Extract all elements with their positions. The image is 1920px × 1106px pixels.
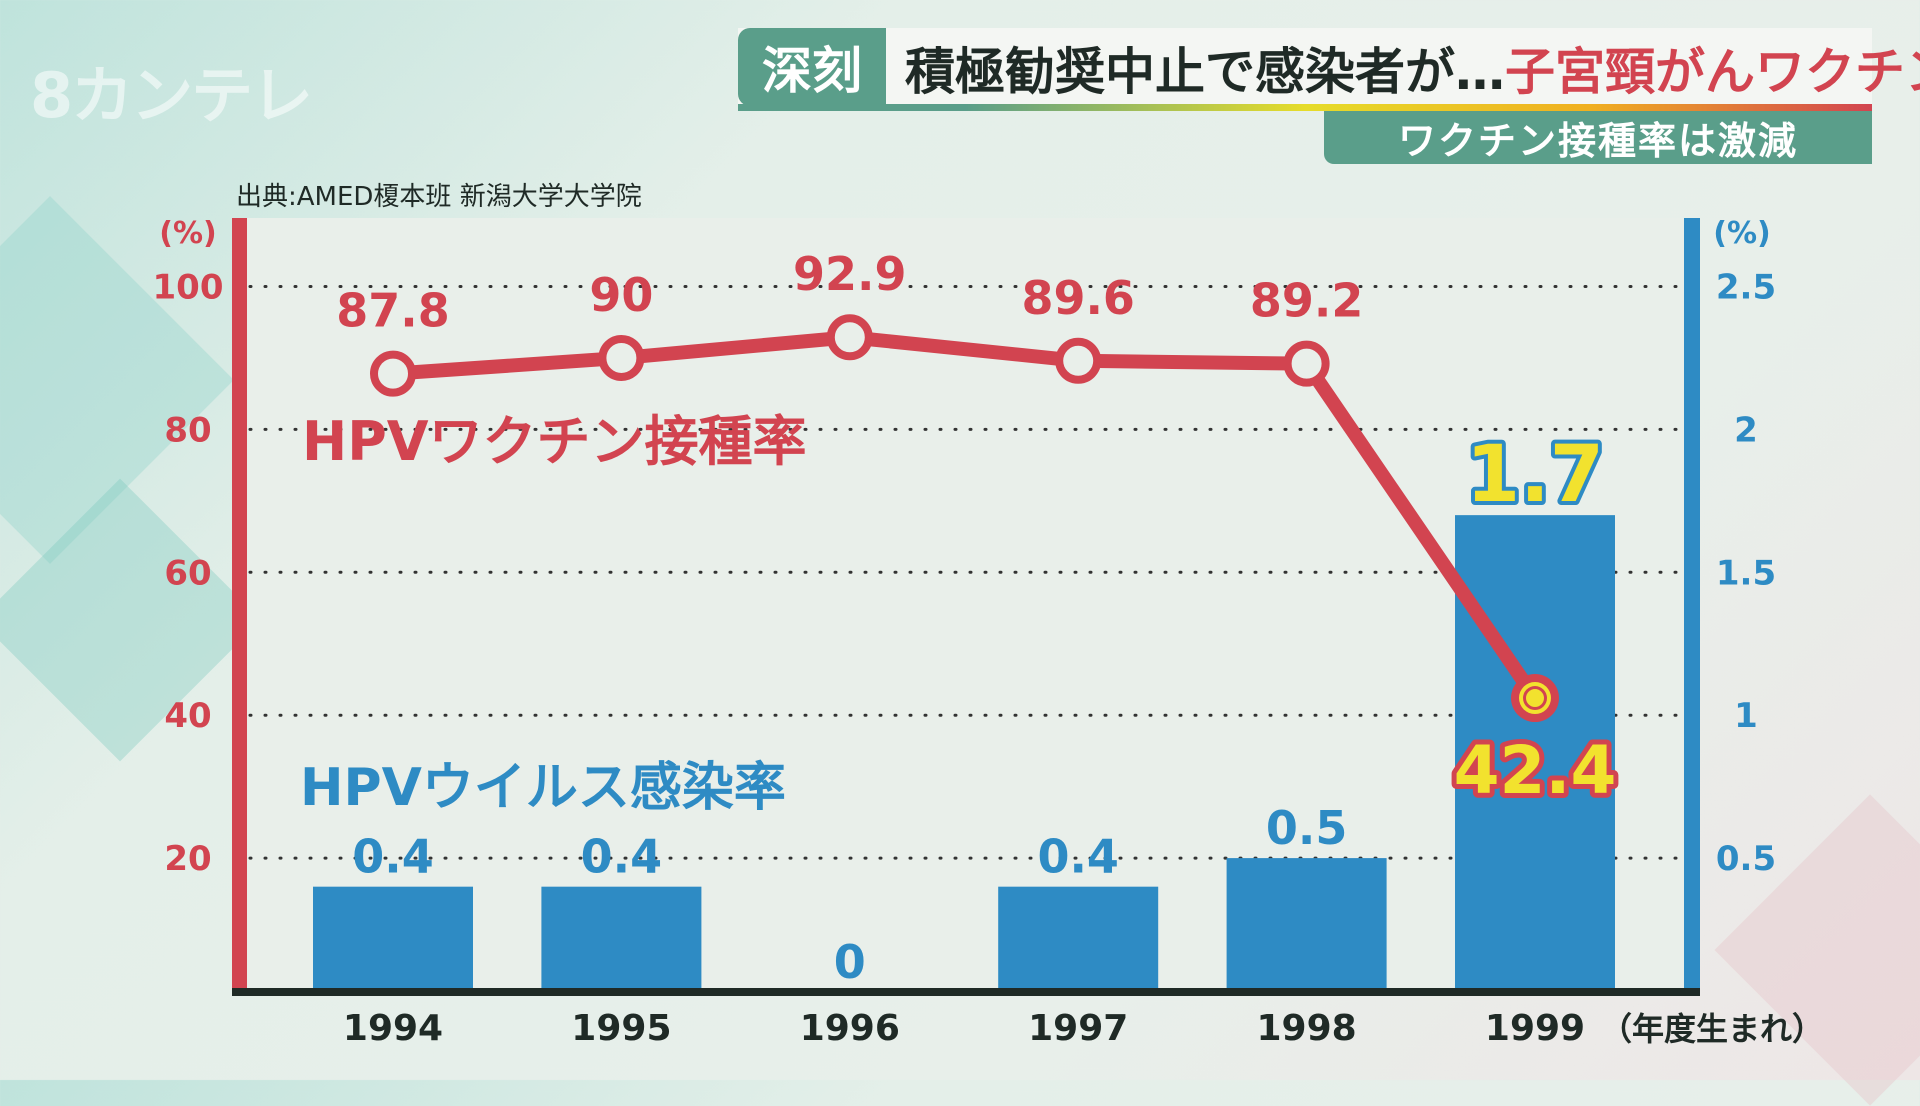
bar-value-label: 0.4 [1037, 830, 1119, 884]
line-point-1996 [826, 314, 873, 361]
headline-bar [738, 28, 1872, 106]
left-axis-line [232, 218, 247, 992]
x-tick-label: 1997 [1028, 1008, 1128, 1049]
line-point-1995 [598, 334, 645, 381]
bar-1998 [1226, 858, 1387, 990]
right-tick-label: 0.5 [1716, 839, 1776, 879]
left-tick-label: 80 [164, 410, 211, 450]
bar-1999 [1455, 515, 1615, 990]
left-tick-label: 40 [164, 696, 211, 736]
right-tick-label: 2.5 [1716, 268, 1776, 308]
bar-value-label: 1.7 [1466, 430, 1604, 520]
bar-value-label: 0.5 [1266, 801, 1348, 855]
x-tick-label: 1995 [571, 1008, 671, 1049]
right-tick-label: 1 [1734, 696, 1758, 736]
left-tick-label: 100 [153, 268, 224, 308]
source-credit: 出典:AMED榎本班 新潟大学大学院 [236, 182, 642, 212]
line-point-1994 [370, 350, 416, 397]
line-point-center [1526, 689, 1544, 708]
line-value-label: 89.2 [1250, 274, 1364, 328]
x-tick-label: 1999 [1485, 1008, 1585, 1049]
line-series-label: HPVワクチン接種率 [302, 410, 807, 473]
bar-1995 [541, 886, 702, 990]
headline: 積極勧奨中止で感染者が…子宮頸がんワクチン [905, 32, 1920, 104]
left-tick-label: 60 [164, 553, 211, 593]
x-tick-label: 1994 [343, 1008, 443, 1049]
right-axis-line [1684, 218, 1700, 992]
x-axis-suffix: （年度生まれ） [1600, 1010, 1824, 1048]
bar-value-label: 0.4 [581, 830, 663, 884]
headline-black: 積極勧奨中止で感染者が… [905, 43, 1505, 101]
x-axis-line [232, 988, 1700, 996]
right-tick-label: 1.5 [1716, 553, 1776, 593]
line-value-label: 87.8 [336, 284, 450, 338]
x-tick-label: 1998 [1256, 1008, 1356, 1049]
bar-value-label: 0 [834, 935, 866, 989]
bar-series-label: HPVウイルス感染率 [300, 758, 786, 818]
right-axis-unit: (%) [1713, 216, 1770, 251]
chart: 0.4 0.4 0 0.4 0.5 1.7 (%) (%) 20 40 60 80 100 0.5 1… [153, 216, 1825, 1049]
bar-1994 [313, 886, 473, 990]
line-point-1997 [1055, 337, 1102, 384]
x-tick-label: 1996 [800, 1008, 900, 1049]
subtitle: ワクチン接種率は激減 [1324, 111, 1872, 164]
line-value-label: 42.4 [1454, 732, 1617, 809]
line-value-label: 90 [589, 268, 653, 322]
headline-tag: 深刻 [738, 28, 886, 106]
line-point-1998 [1283, 340, 1330, 387]
line-series [392, 330, 1541, 703]
headline-red: 子宮頸がんワクチン [1505, 43, 1920, 101]
line-value-label: 89.6 [1021, 271, 1135, 325]
right-tick-label: 2 [1734, 410, 1758, 450]
bar-1997 [998, 886, 1159, 990]
channel-logo: 8カンテレ [30, 59, 313, 132]
left-axis-unit: (%) [159, 216, 216, 251]
left-tick-label: 20 [164, 839, 211, 879]
line-value-label: 92.9 [793, 247, 907, 301]
headline-gradient-line [738, 104, 1872, 111]
bar-value-label: 0.4 [352, 830, 434, 884]
